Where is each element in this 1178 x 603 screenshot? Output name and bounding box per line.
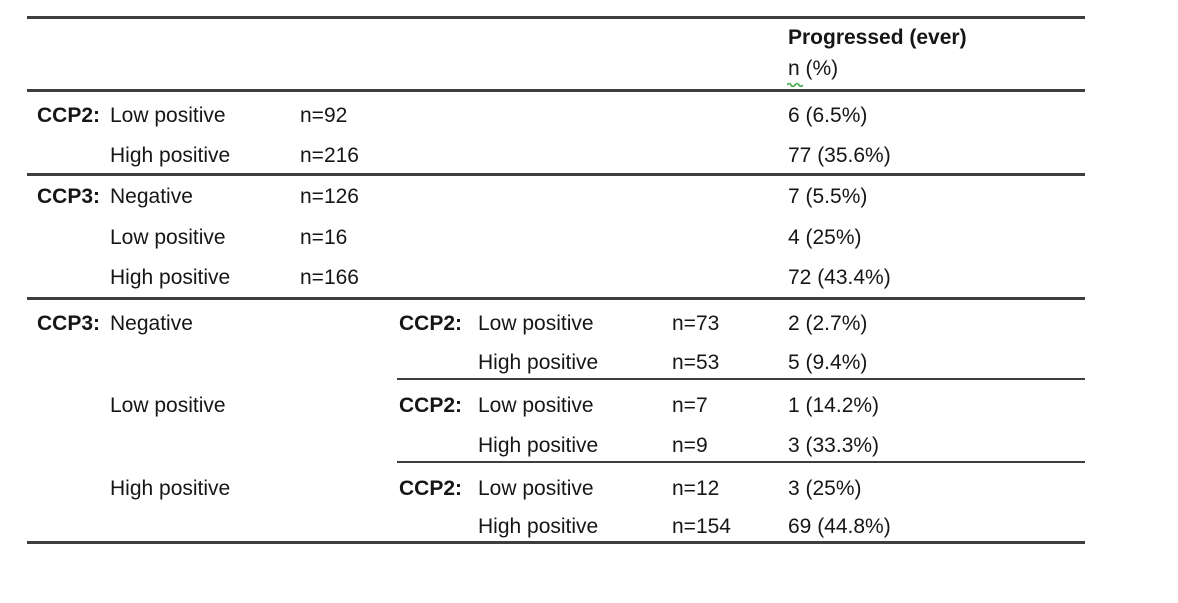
row-level-label: High positive [478, 351, 599, 374]
row-group-label: CCP2: [37, 104, 101, 127]
row-n-count: n=92 [300, 104, 348, 127]
row-group-label: CCP3: [37, 185, 101, 208]
column-header-n-pct: n (%) [788, 57, 839, 80]
table-row: High positive n=154 69 (44.8%) [0, 514, 1178, 540]
table-row: High positive n=53 5 (9.4%) [0, 350, 1178, 376]
spellcheck-squiggle-icon [787, 82, 803, 87]
table-row: CCP3: Negative n=126 7 (5.5%) [0, 184, 1178, 210]
row-n-count: n=7 [672, 394, 708, 417]
row-level-label: High positive [478, 515, 599, 538]
row-progressed-value: 72 (43.4%) [788, 266, 891, 289]
row-level-label: High positive [110, 266, 231, 289]
row-progressed-value: 3 (33.3%) [788, 434, 880, 457]
row-n-count: n=53 [672, 351, 720, 374]
row-outer-level-label: Low positive [110, 394, 226, 417]
row-n-count: n=166 [300, 266, 359, 289]
row-n-count: n=126 [300, 185, 359, 208]
row-n-count: n=16 [300, 226, 348, 249]
row-progressed-value: 6 (6.5%) [788, 104, 868, 127]
row-progressed-value: 5 (9.4%) [788, 351, 868, 374]
row-level-label: Low positive [110, 226, 226, 249]
table-row: Low positive n=16 4 (25%) [0, 225, 1178, 251]
row-group-label: CCP2: [399, 394, 463, 417]
row-n-count: n=9 [672, 434, 708, 457]
row-progressed-value: 77 (35.6%) [788, 144, 891, 167]
row-progressed-value: 1 (14.2%) [788, 394, 880, 417]
subsection-divider-2 [397, 461, 1085, 463]
section-divider-1 [27, 173, 1085, 176]
row-level-label: High positive [110, 144, 231, 167]
header-divider [27, 89, 1085, 92]
table-row: Low positive CCP2: Low positive n=7 1 (1… [0, 393, 1178, 419]
table-rule-top [27, 16, 1085, 19]
row-outer-level-label: Negative [110, 312, 193, 335]
row-level-label: Low positive [478, 312, 594, 335]
row-n-count: n=73 [672, 312, 720, 335]
table-row: High positive n=166 72 (43.4%) [0, 265, 1178, 291]
table-rule-bottom [27, 541, 1085, 544]
table-row: High positive CCP2: Low positive n=12 3 … [0, 476, 1178, 502]
table-row: High positive n=9 3 (33.3%) [0, 433, 1178, 459]
subsection-divider-1 [397, 378, 1085, 380]
row-level-label: Low positive [110, 104, 226, 127]
row-level-label: High positive [478, 434, 599, 457]
section-divider-2 [27, 297, 1085, 300]
column-header-progressed: Progressed (ever) [788, 26, 967, 49]
row-outer-group-label: CCP3: [37, 312, 101, 335]
row-group-label: CCP2: [399, 312, 463, 335]
row-progressed-value: 3 (25%) [788, 477, 862, 500]
row-level-label: Low positive [478, 394, 594, 417]
row-n-count: n=12 [672, 477, 720, 500]
row-outer-level-label: High positive [110, 477, 231, 500]
row-progressed-value: 2 (2.7%) [788, 312, 868, 335]
row-level-label: Negative [110, 185, 193, 208]
row-n-count: n=216 [300, 144, 359, 167]
table-row: CCP3: Negative CCP2: Low positive n=73 2… [0, 311, 1178, 337]
row-progressed-value: 4 (25%) [788, 226, 862, 249]
row-group-label: CCP2: [399, 477, 463, 500]
table-row: CCP2: Low positive n=92 6 (6.5%) [0, 103, 1178, 129]
table-row: High positive n=216 77 (35.6%) [0, 143, 1178, 169]
row-progressed-value: 7 (5.5%) [788, 185, 868, 208]
row-n-count: n=154 [672, 515, 731, 538]
row-progressed-value: 69 (44.8%) [788, 515, 891, 538]
row-level-label: Low positive [478, 477, 594, 500]
